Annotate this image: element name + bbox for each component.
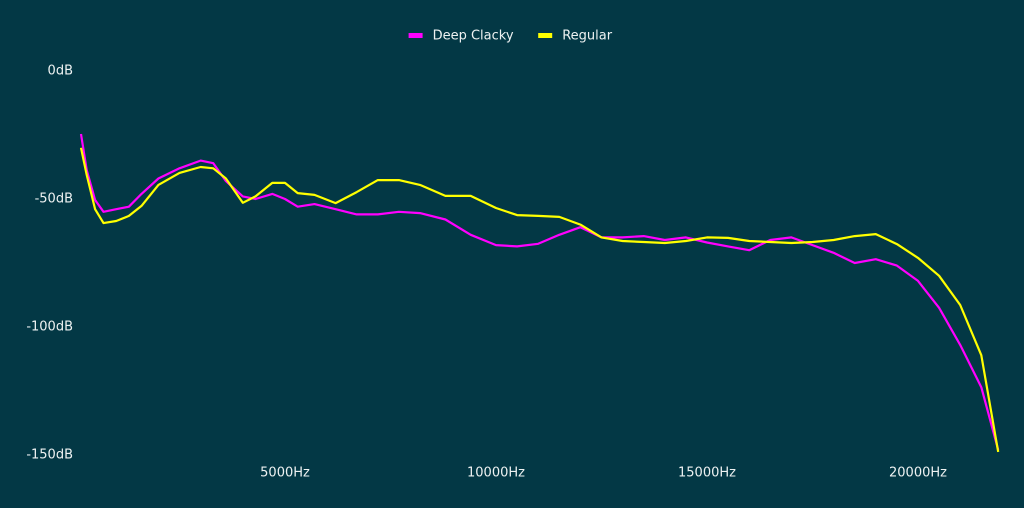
x-tick-label: 20000Hz — [889, 466, 947, 481]
y-tick-label: 0dB — [48, 64, 73, 79]
legend-swatch — [408, 33, 423, 38]
line-series — [79, 133, 1000, 451]
x-tick-label: 5000Hz — [260, 466, 310, 481]
legend-label: Deep Clacky — [433, 29, 514, 44]
legend-swatch — [538, 33, 553, 38]
y-tick-label: -50dB — [35, 192, 73, 207]
line-series — [79, 147, 1000, 453]
legend-label: Regular — [562, 29, 613, 44]
y-tick-label: -150dB — [26, 448, 73, 463]
y-tick-label: -100dB — [26, 320, 73, 335]
x-tick-label: 10000Hz — [467, 466, 525, 481]
x-tick-label: 15000Hz — [678, 466, 736, 481]
